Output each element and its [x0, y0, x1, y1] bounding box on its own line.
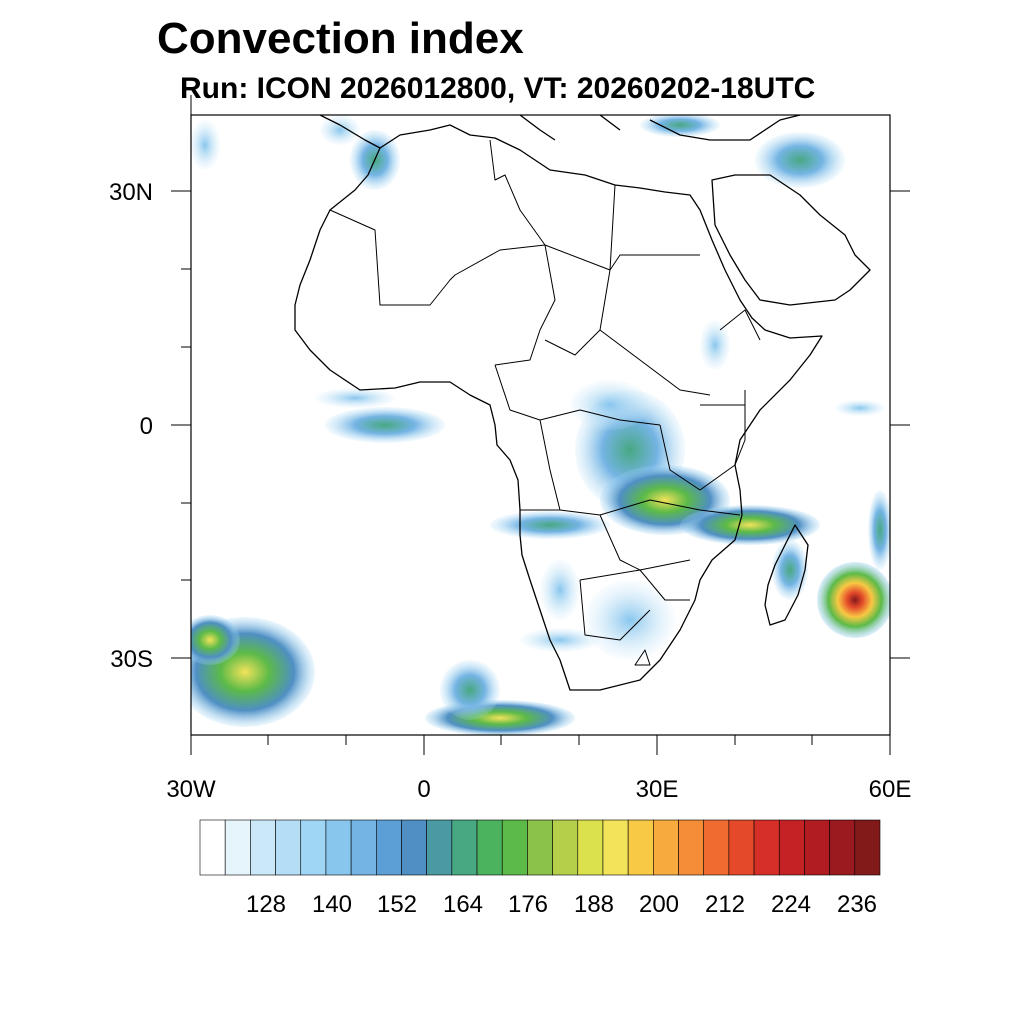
colorbar-labels: 128 140 152 164 176 188 200 212 224 236	[246, 891, 877, 918]
field-atlantic-north	[191, 120, 220, 170]
colorbar-label: 200	[639, 891, 679, 918]
field-middle-east	[755, 132, 845, 188]
colorbar-swatch	[703, 819, 730, 876]
axis-ticks	[171, 95, 910, 755]
country-borders	[329, 139, 761, 666]
colorbar-swatch	[199, 819, 226, 876]
arabia-coastline	[711, 174, 871, 306]
colorbar-swatch	[728, 819, 755, 876]
colorbar-swatch	[527, 819, 553, 876]
convection-field	[191, 115, 890, 735]
field-indian-ocean	[835, 400, 885, 416]
chart-subtitle: Run: ICON 2026012800, VT: 20260202-18UTC	[180, 72, 816, 105]
colorbar-swatch	[829, 819, 856, 876]
colorbar-label: 236	[837, 891, 877, 918]
colorbar-label: 224	[771, 891, 811, 918]
lat-label-0: 0	[140, 413, 153, 440]
field-cyclone	[817, 562, 890, 638]
field-mozambique-channel	[680, 505, 820, 545]
lon-label-0: 0	[417, 776, 430, 803]
field-south-atlantic-2	[191, 615, 240, 665]
colorbar-label: 164	[443, 891, 483, 918]
field-south-africa	[585, 580, 675, 660]
lon-label-30e: 30E	[636, 776, 679, 803]
lon-label-60e: 60E	[869, 776, 912, 803]
colorbar-swatch	[653, 819, 679, 876]
colorbar-swatch	[325, 819, 352, 876]
field-southern-ocean-3	[520, 628, 600, 652]
field-east-indian	[868, 490, 890, 570]
field-southern-ocean-2	[440, 660, 500, 720]
colorbar	[199, 819, 881, 876]
coastline	[294, 115, 871, 691]
field-guinea-coast	[315, 388, 395, 408]
chart-title: Convection index	[157, 14, 524, 63]
colorbar-swatch	[350, 819, 377, 876]
colorbar-swatch	[577, 819, 604, 876]
field-namibia	[540, 560, 580, 620]
field-angola	[490, 511, 610, 539]
colorbar-swatch	[224, 819, 251, 876]
colorbar-swatch	[401, 819, 427, 876]
africa-coastline	[294, 124, 823, 691]
colorbar-swatch	[501, 819, 528, 876]
colorbar-swatch	[476, 819, 503, 876]
colorbar-swatch	[300, 819, 327, 876]
colorbar-swatch	[678, 819, 705, 876]
colorbar-swatch	[426, 819, 453, 876]
europe-coastline	[319, 115, 801, 149]
colorbar-swatch	[552, 819, 579, 876]
field-mediterranean	[640, 115, 720, 137]
lat-label-30s: 30S	[110, 646, 153, 673]
colorbar-swatch	[602, 819, 629, 876]
colorbar-label: 152	[377, 891, 417, 918]
madagascar-coastline	[764, 524, 809, 626]
field-gulf-guinea	[325, 407, 445, 443]
colorbar-swatch	[804, 819, 830, 876]
colorbar-swatch	[753, 819, 780, 876]
colorbar-label: 140	[312, 891, 352, 918]
colorbar-swatch	[275, 819, 302, 876]
colorbar-label: 212	[705, 891, 745, 918]
lat-label-30n: 30N	[109, 179, 153, 206]
field-drc-north	[570, 380, 650, 430]
colorbar-label: 128	[246, 891, 286, 918]
colorbar-swatch	[250, 819, 276, 876]
colorbar-label: 176	[508, 891, 548, 918]
colorbar-swatch	[627, 819, 654, 876]
field-madagascar	[772, 540, 808, 600]
lon-label-30w: 30W	[166, 776, 216, 803]
field-ethiopia	[700, 320, 730, 370]
colorbar-swatch	[451, 819, 478, 876]
colorbar-label: 188	[574, 891, 614, 918]
field-iberia	[320, 115, 360, 145]
colorbar-swatch	[778, 819, 805, 876]
colorbar-swatch	[854, 819, 881, 876]
colorbar-swatch	[375, 819, 402, 876]
